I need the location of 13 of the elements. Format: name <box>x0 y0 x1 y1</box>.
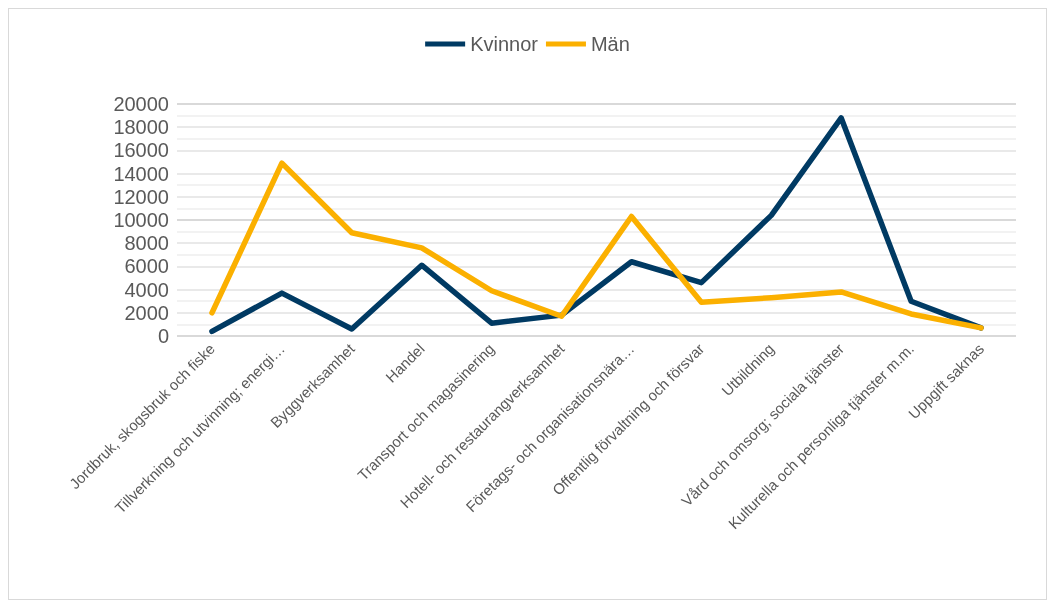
y-tick-label: 14000 <box>113 162 169 185</box>
y-tick-label: 6000 <box>124 255 169 278</box>
legend-label: Kvinnor <box>470 33 539 55</box>
y-tick-label: 2000 <box>124 301 169 324</box>
y-tick-label: 20000 <box>113 93 169 115</box>
y-tick-label: 16000 <box>113 139 169 162</box>
y-tick-label: 10000 <box>113 209 169 231</box>
y-tick-label: 18000 <box>113 116 169 139</box>
legend-label: Män <box>590 33 630 55</box>
y-tick-label: 0 <box>157 325 169 347</box>
y-tick-label: 8000 <box>124 232 169 255</box>
y-tick-label: 4000 <box>124 278 169 301</box>
y-tick-label: 12000 <box>113 185 169 208</box>
